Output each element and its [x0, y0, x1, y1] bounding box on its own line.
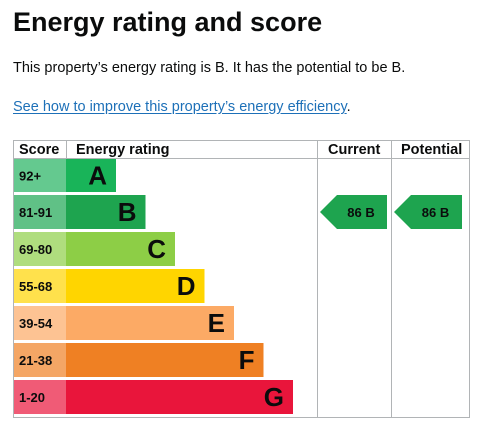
rating-letter-b: B [118, 197, 137, 227]
score-range-b: 81-91 [19, 205, 52, 220]
rating-summary: This property’s energy rating is B. It h… [13, 60, 406, 76]
header-potential: Potential [401, 142, 462, 158]
rating-bar-e [66, 306, 234, 340]
chart-border [13, 140, 470, 418]
rating-bar-c [66, 232, 175, 266]
score-cell-c [14, 232, 66, 266]
rating-bar-a [66, 159, 116, 192]
rating-letter-a: A [88, 161, 107, 191]
rating-bands: 92+ A 81-91 B 69-80 C 55-68 D 39-54 E 21-38 F 1-20 G [14, 159, 293, 414]
rating-letter-c: C [147, 234, 166, 264]
rating-letter-e: E [208, 308, 225, 338]
score-range-g: 1-20 [19, 390, 45, 405]
improve-line: See how to improve this property’s energ… [13, 97, 351, 117]
header-score: Score [19, 142, 59, 158]
page-title: Energy rating and score [13, 7, 323, 37]
score-range-f: 21-38 [19, 353, 52, 368]
rating-bar-d [66, 269, 205, 303]
improve-efficiency-link[interactable]: See how to improve this property’s energ… [13, 99, 347, 115]
current-arrow [320, 195, 387, 229]
score-cell-b [14, 195, 66, 229]
rating-bar-g [66, 380, 293, 414]
score-range-a: 92+ [19, 169, 41, 184]
score-range-d: 55-68 [19, 279, 52, 294]
score-cell-d [14, 269, 66, 303]
improve-suffix: . [346, 99, 351, 115]
score-cell-e [14, 306, 66, 340]
score-cell-f [14, 343, 66, 377]
rating-letter-d: D [177, 271, 196, 301]
header-energy-rating: Energy rating [76, 142, 169, 158]
chart-grid [13, 140, 470, 418]
score-cell-g [14, 380, 66, 414]
score-range-c: 69-80 [19, 242, 52, 257]
rating-letter-g: G [264, 382, 284, 412]
header-current: Current [328, 142, 381, 158]
rating-letter-f: F [239, 345, 255, 375]
score-cell-a [14, 159, 66, 192]
rating-bar-b [66, 195, 146, 229]
potential-arrow [394, 195, 462, 229]
score-range-e: 39-54 [19, 316, 53, 331]
rating-bar-f [66, 343, 264, 377]
current-rating-label: 86 B [347, 205, 374, 220]
potential-rating-label: 86 B [422, 205, 449, 220]
rating-indicators: 86 B 86 B [320, 195, 462, 229]
